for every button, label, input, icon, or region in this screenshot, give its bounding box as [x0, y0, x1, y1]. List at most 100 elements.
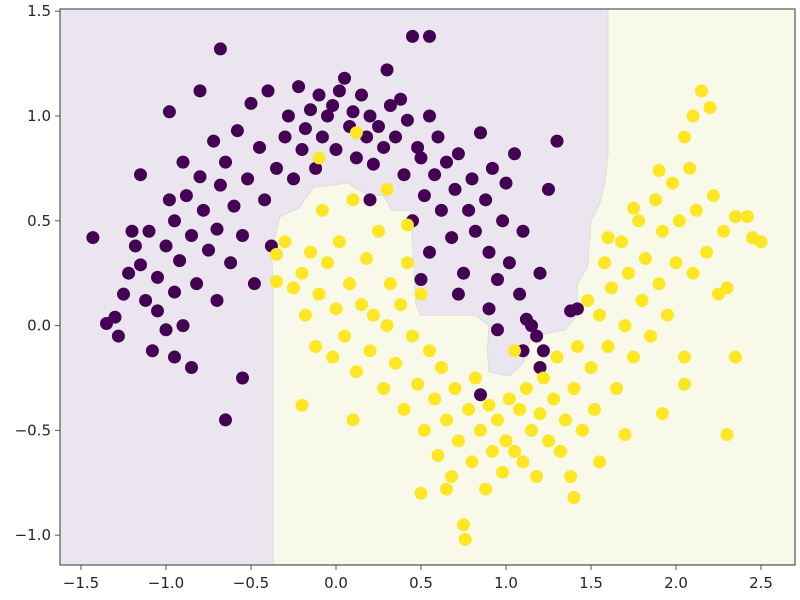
point-class-0 [428, 168, 442, 182]
point-class-0 [406, 29, 419, 43]
point-class-0 [329, 143, 343, 157]
point-class-1 [683, 161, 697, 175]
point-class-1 [479, 482, 493, 496]
point-class-1 [547, 392, 561, 406]
point-class-1 [533, 407, 547, 421]
point-class-1 [604, 281, 618, 295]
point-class-0 [162, 193, 176, 207]
point-class-0 [414, 151, 428, 165]
point-class-1 [462, 402, 476, 416]
point-class-1 [474, 423, 487, 437]
point-class-1 [304, 245, 317, 259]
point-class-1 [389, 356, 402, 370]
point-class-0 [445, 231, 459, 245]
point-class-1 [567, 381, 581, 395]
point-class-1 [423, 344, 436, 358]
point-class-1 [740, 210, 754, 224]
point-class-0 [482, 302, 496, 316]
point-class-0 [281, 109, 295, 123]
point-class-0 [355, 88, 368, 102]
point-class-0 [253, 140, 266, 154]
point-class-1 [581, 293, 595, 307]
point-class-0 [502, 256, 516, 270]
point-class-1 [349, 365, 363, 379]
point-class-1 [598, 256, 612, 270]
x-tick-label: 2.5 [749, 574, 773, 592]
point-class-0 [479, 193, 493, 207]
point-class-0 [258, 193, 272, 207]
point-class-0 [423, 109, 436, 123]
point-class-0 [533, 266, 547, 280]
point-class-0 [372, 119, 385, 133]
point-class-1 [593, 455, 606, 469]
point-class-0 [108, 310, 122, 324]
point-class-0 [213, 178, 227, 192]
point-class-1 [417, 423, 431, 437]
point-class-0 [122, 266, 136, 280]
point-class-1 [377, 381, 391, 395]
point-class-1 [332, 235, 346, 249]
point-class-1 [411, 377, 425, 391]
point-class-0 [338, 71, 351, 85]
point-class-0 [377, 140, 391, 154]
point-class-0 [383, 99, 397, 113]
point-class-0 [440, 155, 453, 169]
point-class-0 [542, 182, 555, 196]
point-class-1 [720, 281, 734, 295]
point-class-0 [496, 214, 510, 228]
point-class-0 [457, 266, 470, 280]
x-tick-label: 1.5 [579, 574, 603, 592]
point-class-0 [210, 222, 224, 236]
point-class-0 [176, 319, 190, 333]
point-class-0 [513, 287, 527, 301]
point-class-0 [550, 134, 564, 148]
point-class-1 [621, 266, 635, 280]
y-tick-label: 1.0 [27, 107, 51, 125]
point-class-1 [638, 252, 652, 266]
point-class-1 [440, 482, 453, 496]
point-class-0 [159, 323, 173, 337]
point-class-0 [134, 258, 147, 272]
y-axis: −1.0 −0.5 0.0 0.5 1.0 1.5 [15, 2, 60, 544]
point-class-1 [618, 319, 632, 333]
point-class-1 [516, 455, 530, 469]
point-class-0 [247, 277, 261, 291]
point-class-1 [649, 193, 663, 207]
point-class-1 [363, 344, 377, 358]
point-class-0 [533, 361, 547, 375]
point-class-0 [168, 350, 181, 364]
point-class-1 [312, 287, 326, 301]
x-tick-label: −1.5 [63, 574, 99, 592]
point-class-1 [482, 398, 496, 412]
point-class-0 [207, 134, 221, 148]
point-class-0 [227, 199, 241, 213]
point-class-0 [86, 231, 100, 245]
point-class-0 [431, 130, 445, 144]
point-class-0 [380, 63, 394, 77]
x-tick-label: −0.5 [233, 574, 269, 592]
point-class-0 [139, 293, 153, 307]
point-class-1 [567, 490, 581, 504]
point-class-0 [219, 155, 232, 169]
point-class-1 [678, 130, 691, 144]
point-class-0 [321, 109, 334, 123]
point-class-0 [185, 228, 198, 242]
point-class-0 [363, 109, 377, 123]
point-class-0 [346, 105, 360, 119]
y-tick-label: −0.5 [15, 421, 51, 439]
point-class-0 [536, 344, 550, 358]
point-class-0 [270, 161, 283, 175]
point-class-0 [366, 157, 380, 171]
point-class-1 [661, 308, 674, 322]
point-class-0 [111, 329, 125, 343]
point-class-0 [414, 272, 428, 286]
point-class-0 [213, 42, 227, 56]
point-class-0 [244, 96, 258, 110]
point-class-1 [584, 361, 598, 375]
point-class-1 [587, 402, 601, 416]
point-class-1 [465, 455, 479, 469]
point-class-0 [193, 170, 207, 184]
y-tick-label: 0.0 [27, 317, 51, 335]
point-class-1 [652, 277, 666, 291]
point-class-1 [295, 266, 309, 280]
